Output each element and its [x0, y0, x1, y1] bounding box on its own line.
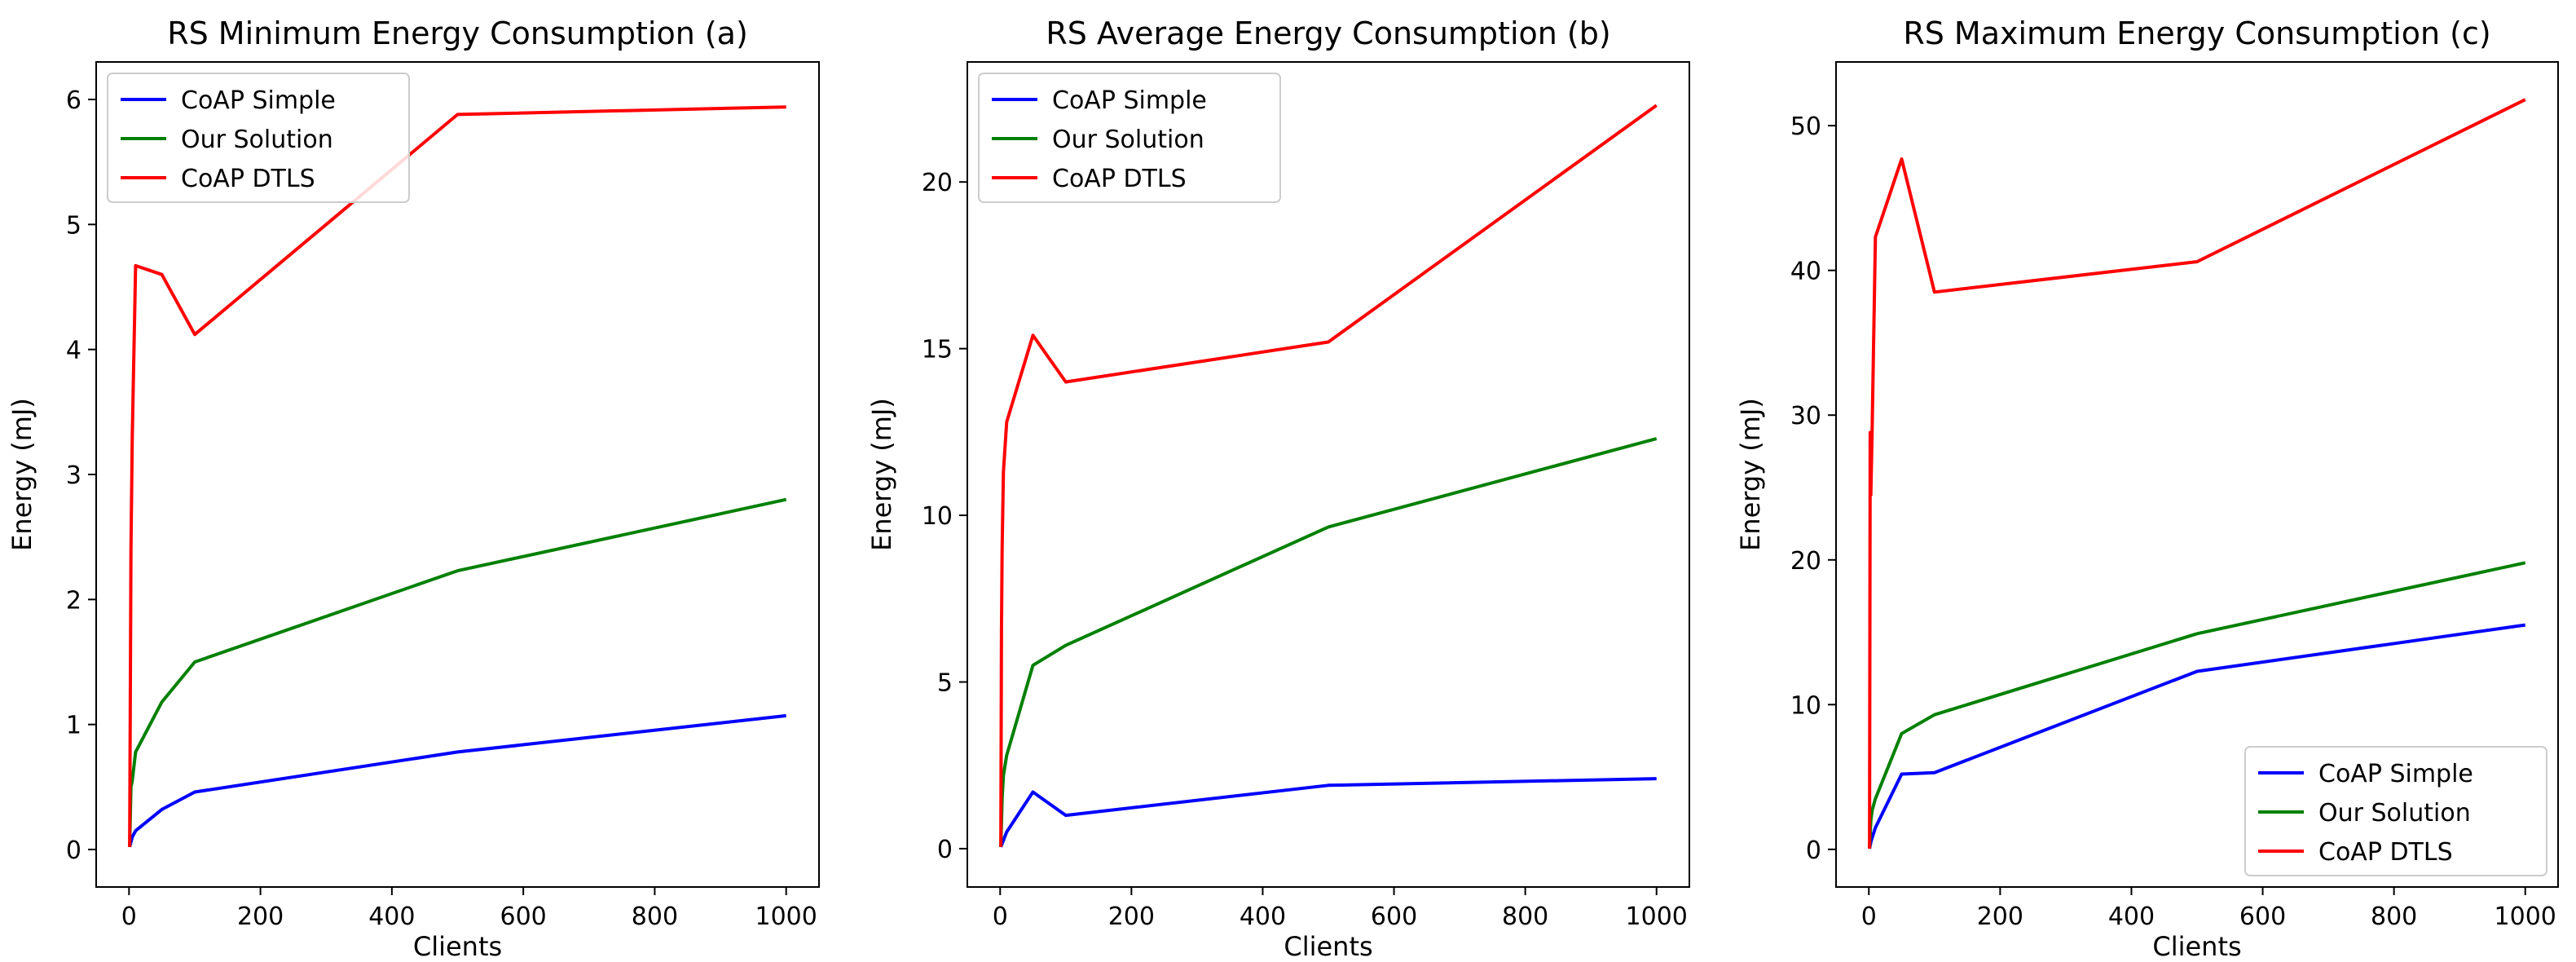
x-tick-label: 400 [368, 902, 415, 931]
x-tick-label: 0 [121, 902, 137, 931]
legend-entry: CoAP DTLS [1052, 165, 1187, 193]
y-tick-label: 10 [1790, 691, 1821, 720]
y-axis-label: Energy (mJ) [7, 398, 37, 551]
x-tick-label: 200 [237, 902, 284, 931]
legend-entry: CoAP Simple [181, 86, 336, 115]
legend-entry: Our Solution [181, 126, 333, 154]
x-tick-label: 1000 [2495, 902, 2556, 931]
y-tick-label: 10 [922, 502, 953, 531]
x-tick-label: 200 [1977, 902, 2023, 931]
x-tick-label: 200 [1108, 902, 1155, 931]
plot-frame [1835, 61, 2559, 888]
series-line-coap-dtls [999, 104, 1658, 847]
y-tick-label: 3 [66, 461, 81, 490]
series-line-coap-dtls [1868, 98, 2526, 849]
chart-panel-1: RS Minimum Energy Consumption (a) 0 200 400… [7, 15, 820, 962]
y-tick-label: 20 [1790, 547, 1821, 576]
legend: CoAP Simple Our Solution CoAP DTLS [2244, 746, 2547, 876]
x-tick-label: 600 [2239, 902, 2286, 931]
series-line-coap-simple [128, 713, 786, 848]
x-axis-label: Clients [2152, 931, 2241, 962]
chart-title: RS Average Energy Consumption (b) [1046, 15, 1610, 51]
y-tick-label: 15 [922, 336, 953, 364]
chart-title: RS Maximum Energy Consumption (c) [1903, 15, 2490, 51]
legend-box [2244, 746, 2547, 876]
y-axis-label: Energy (mJ) [866, 398, 897, 551]
series-line-coap-dtls [128, 105, 786, 847]
series-line-our-solution [128, 497, 787, 847]
y-tick-label: 1 [66, 712, 81, 740]
x-tick-label: 800 [2371, 902, 2417, 931]
x-axis-label: Clients [1284, 931, 1372, 962]
x-tick-label: 600 [1371, 902, 1417, 931]
legend-entry: CoAP DTLS [181, 165, 315, 193]
chart-panel-2: RS Average Energy Consumption (b)0 200 400… [866, 15, 1690, 962]
series-line-coap-simple [999, 777, 1657, 848]
y-tick-label: 40 [1790, 258, 1821, 286]
legend-entry: CoAP DTLS [2318, 838, 2453, 867]
y-tick-label: 50 [1790, 113, 1821, 141]
legend-entry: CoAP Simple [1052, 86, 1207, 115]
y-tick-label: 4 [66, 337, 81, 365]
chart-title: RS Minimum Energy Consumption (a) [167, 15, 748, 51]
x-tick-label: 0 [1861, 902, 1877, 931]
y-tick-label: 5 [937, 669, 953, 698]
plot-frame [95, 61, 820, 888]
x-tick-label: 0 [993, 902, 1008, 931]
plot-frame [967, 61, 1690, 888]
y-tick-label: 5 [66, 211, 81, 240]
x-tick-label: 800 [1502, 902, 1548, 931]
y-axis-label: Energy (mJ) [1735, 398, 1766, 551]
y-tick-label: 20 [922, 169, 953, 197]
legend-entry: Our Solution [1052, 126, 1204, 154]
x-tick-label: 1000 [755, 902, 817, 931]
y-tick-label: 0 [937, 836, 953, 864]
y-tick-label: 30 [1790, 402, 1821, 430]
y-tick-label: 0 [66, 836, 81, 865]
x-tick-label: 800 [632, 902, 678, 931]
x-tick-label: 400 [1240, 902, 1286, 931]
y-tick-label: 6 [66, 86, 81, 115]
x-axis-label: Clients [413, 931, 502, 962]
chart-panel-3: RS Maximum Energy Consumption (c)0 200 400… [1735, 15, 2559, 962]
y-tick-label: 0 [1806, 836, 1821, 865]
x-tick-label: 1000 [1626, 902, 1688, 931]
x-tick-label: 400 [2108, 902, 2155, 931]
legend-entry: CoAP Simple [2318, 760, 2473, 788]
legend: CoAP Simple Our Solution CoAP DTLS [107, 73, 410, 203]
x-tick-label: 600 [500, 902, 547, 931]
legend-box [107, 73, 410, 203]
y-tick-label: 2 [66, 586, 81, 615]
legend-entry: Our Solution [2318, 799, 2471, 827]
legend-box [978, 73, 1281, 203]
legend: CoAP Simple Our Solution CoAP DTLS [978, 73, 1281, 203]
